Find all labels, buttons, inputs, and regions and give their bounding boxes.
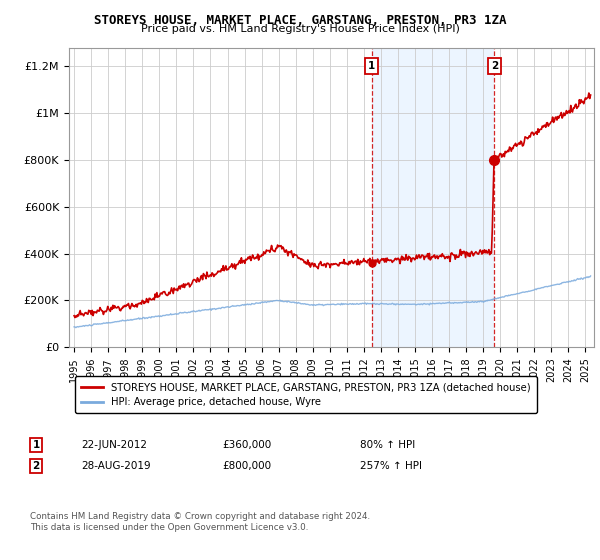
Text: STOREYS HOUSE, MARKET PLACE, GARSTANG, PRESTON, PR3 1ZA: STOREYS HOUSE, MARKET PLACE, GARSTANG, P… bbox=[94, 14, 506, 27]
Text: 1: 1 bbox=[368, 62, 376, 71]
Text: 2: 2 bbox=[32, 461, 40, 471]
Legend: STOREYS HOUSE, MARKET PLACE, GARSTANG, PRESTON, PR3 1ZA (detached house), HPI: A: STOREYS HOUSE, MARKET PLACE, GARSTANG, P… bbox=[75, 376, 537, 413]
Text: 1: 1 bbox=[32, 440, 40, 450]
Text: 257% ↑ HPI: 257% ↑ HPI bbox=[360, 461, 422, 471]
Text: 2: 2 bbox=[491, 62, 498, 71]
Text: Contains HM Land Registry data © Crown copyright and database right 2024.
This d: Contains HM Land Registry data © Crown c… bbox=[30, 512, 370, 532]
Text: 22-JUN-2012: 22-JUN-2012 bbox=[81, 440, 147, 450]
Text: £360,000: £360,000 bbox=[222, 440, 271, 450]
Bar bbox=[372, 48, 494, 347]
Text: 80% ↑ HPI: 80% ↑ HPI bbox=[360, 440, 415, 450]
Text: £800,000: £800,000 bbox=[222, 461, 271, 471]
Text: Price paid vs. HM Land Registry's House Price Index (HPI): Price paid vs. HM Land Registry's House … bbox=[140, 24, 460, 34]
Text: 28-AUG-2019: 28-AUG-2019 bbox=[81, 461, 151, 471]
